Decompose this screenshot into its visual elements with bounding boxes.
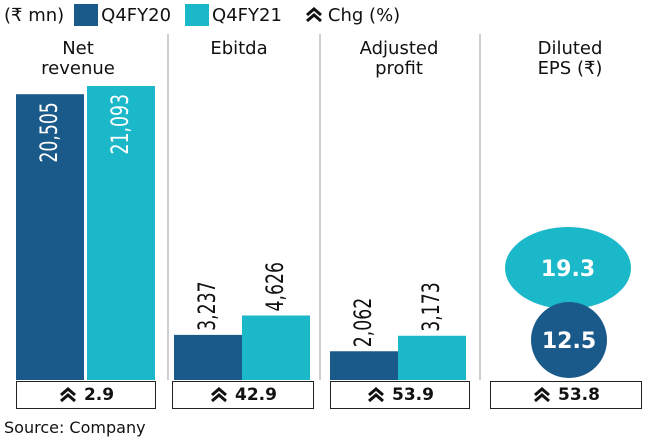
legend: (₹ mn) Q4FY20 Q4FY21 Chg (%)	[4, 2, 400, 28]
bar-adjusted-profit-q4fy21-label: 3,173	[417, 282, 445, 331]
category-title-net-revenue-line-1: Net	[62, 38, 94, 59]
category-title-ebitda-line-1: Ebitda	[210, 38, 267, 59]
double-chevron-up-icon	[368, 387, 384, 403]
bar-net-revenue-q4fy21	[87, 86, 155, 380]
change-value-diluted-eps: 53.8	[558, 385, 600, 405]
double-chevron-up-icon	[59, 387, 76, 403]
change-box-diluted-eps: 53.8	[490, 381, 642, 409]
bar-ebitda-q4fy20	[174, 334, 242, 380]
bar-adjusted-profit-q4fy20	[330, 351, 398, 380]
bar-ebitda-q4fy21	[242, 315, 310, 380]
category-title-net-revenue-line-2: revenue	[41, 58, 115, 79]
legend-label-q4fy20: Q4FY20	[101, 4, 172, 26]
category-title-adjusted-profit-line-1: Adjusted	[360, 38, 439, 59]
panel-dividers	[167, 34, 481, 380]
bar-adjusted-profit-q4fy20-label: 2,062	[349, 298, 377, 347]
legend-swatch-q4fy21	[185, 4, 210, 26]
bubble-diluted-eps-q4fy21-label: 19.3	[541, 257, 595, 282]
change-box-ebitda: 42.9	[172, 381, 314, 409]
legend-label-change: Chg (%)	[327, 4, 401, 26]
legend-item-q4fy20: Q4FY20	[74, 4, 171, 26]
bubble-diluted-eps-q4fy20	[531, 302, 607, 378]
bar-net-revenue-q4fy21-label: 21,093	[106, 94, 134, 154]
bar-adjusted-profit-q4fy21	[398, 335, 466, 380]
legend-item-change: Chg (%)	[304, 5, 400, 26]
change-box-net-revenue: 2.9	[16, 381, 156, 409]
change-value-ebitda: 42.9	[235, 385, 277, 405]
change-value-net-revenue: 2.9	[83, 385, 115, 405]
legend-item-q4fy21: Q4FY21	[185, 4, 282, 26]
bar-net-revenue-q4fy20	[16, 94, 84, 380]
bar-ebitda-q4fy21-label: 4,626	[261, 262, 289, 311]
category-title-diluted-eps-line-1: Diluted	[538, 38, 603, 59]
double-chevron-up-icon	[534, 387, 550, 403]
legend-swatch-q4fy20	[74, 4, 99, 26]
category-title-adjusted-profit-line-2: profit	[375, 58, 423, 79]
unit-label: (₹ mn)	[4, 4, 65, 26]
chart-marks: 20,505 21,093 3,237 4,626 2,062 3,173 19.3 12.5	[16, 86, 631, 380]
double-chevron-up-icon	[305, 7, 322, 23]
category-title-diluted-eps-line-2: EPS (₹)	[538, 58, 603, 79]
bubble-diluted-eps-q4fy20-label: 12.5	[542, 329, 596, 354]
bubble-diluted-eps-q4fy21	[505, 227, 631, 309]
change-box-adjusted-profit: 53.9	[330, 381, 470, 409]
double-chevron-up-icon	[211, 387, 227, 403]
legend-label-q4fy21: Q4FY21	[212, 4, 282, 26]
bar-ebitda-q4fy20-label: 3,237	[193, 281, 221, 330]
change-value-adjusted-profit: 53.9	[392, 385, 434, 405]
bar-net-revenue-q4fy20-label: 20,505	[35, 102, 63, 162]
source-note: Source: Company	[4, 418, 146, 437]
